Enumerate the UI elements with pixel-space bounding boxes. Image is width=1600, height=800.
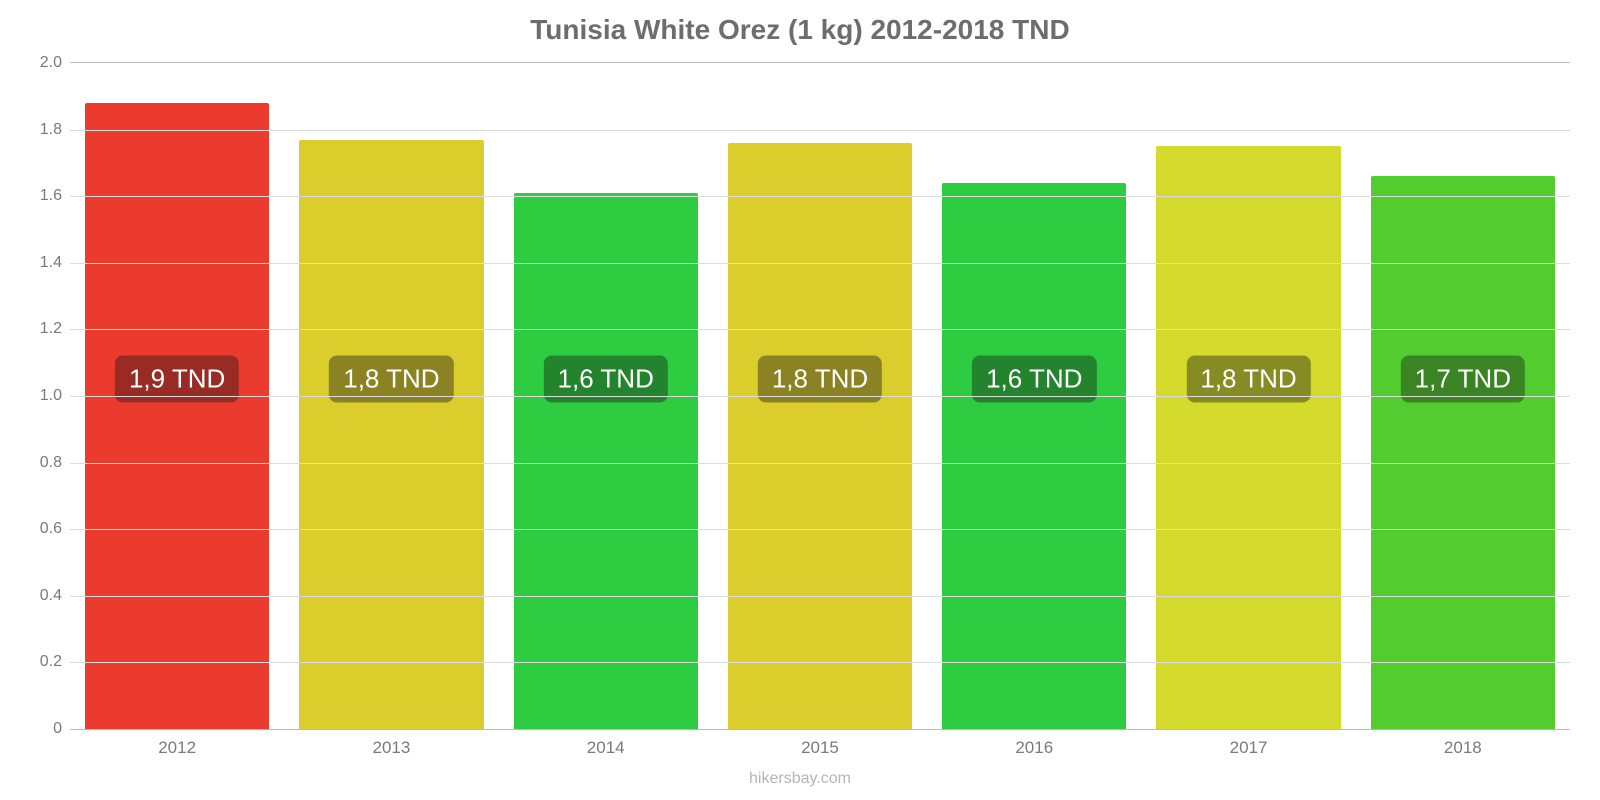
y-tick-label: 1.6: [20, 187, 62, 205]
gridline: [70, 662, 1570, 663]
bar: [1371, 176, 1555, 729]
gridline: [70, 529, 1570, 530]
y-tick-label: 0.4: [20, 587, 62, 605]
bar: [1156, 146, 1340, 729]
chart-container: Tunisia White Orez (1 kg) 2012-2018 TND …: [0, 0, 1600, 800]
x-tick-label: 2012: [70, 738, 284, 760]
chart-title: Tunisia White Orez (1 kg) 2012-2018 TND: [0, 0, 1600, 56]
bar: [728, 143, 912, 729]
y-tick-label: 1.4: [20, 254, 62, 272]
gridline: [70, 596, 1570, 597]
x-tick-label: 2017: [1141, 738, 1355, 760]
gridline: [70, 463, 1570, 464]
gridline: [70, 329, 1570, 330]
x-tick-label: 2013: [284, 738, 498, 760]
y-tick-label: 1.0: [20, 387, 62, 405]
bar: [942, 183, 1126, 729]
y-tick-label: 1.2: [20, 320, 62, 338]
y-tick-label: 0: [20, 720, 62, 738]
attribution-text: hikersbay.com: [0, 770, 1600, 788]
gridline: [70, 396, 1570, 397]
x-axis-labels: 2012201320142015201620172018: [70, 738, 1570, 760]
x-tick-label: 2014: [499, 738, 713, 760]
gridline: [70, 130, 1570, 131]
bar: [514, 193, 698, 729]
plot-area: 1,9 TND1,8 TND1,6 TND1,8 TND1,6 TND1,8 T…: [70, 62, 1570, 730]
x-tick-label: 2016: [927, 738, 1141, 760]
y-tick-label: 1.8: [20, 121, 62, 139]
y-tick-label: 0.2: [20, 653, 62, 671]
bar: [299, 140, 483, 729]
y-tick-label: 0.6: [20, 520, 62, 538]
x-tick-label: 2015: [713, 738, 927, 760]
gridline: [70, 263, 1570, 264]
y-tick-label: 0.8: [20, 454, 62, 472]
x-tick-label: 2018: [1356, 738, 1570, 760]
gridline: [70, 196, 1570, 197]
y-tick-label: 2.0: [20, 54, 62, 72]
